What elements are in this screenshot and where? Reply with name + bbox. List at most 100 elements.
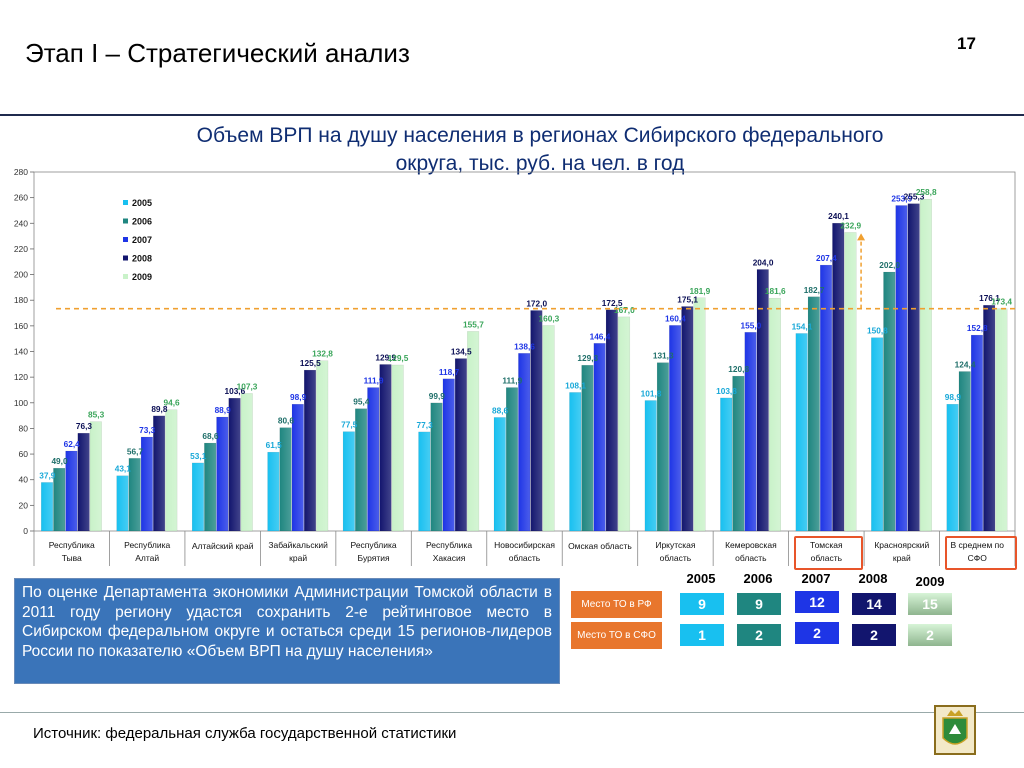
y-tick-label: 40 (19, 475, 29, 485)
category-label: СФО (968, 553, 988, 563)
bar-2005 (41, 482, 54, 532)
y-tick-label: 160 (14, 321, 28, 331)
value-label: 202,0 (879, 260, 900, 270)
value-label: 173,4 (991, 297, 1012, 307)
rank-year-2007: 2007 (801, 571, 831, 586)
bar-2006 (279, 427, 292, 532)
legend-label: 2005 (132, 198, 152, 208)
bar-2007 (442, 378, 455, 532)
category-label: Алтай (135, 553, 159, 563)
chart-title-line-1: Объем ВРП на душу населения в регионах С… (196, 124, 884, 147)
rank-rf-2006: 9 (737, 593, 781, 615)
legend-swatch-2007 (123, 237, 128, 242)
value-label: 172,5 (602, 298, 623, 308)
bar-2008 (379, 364, 392, 532)
value-label: 146,4 (590, 331, 611, 341)
category-label: Томская (810, 540, 843, 550)
bar-2005 (191, 462, 204, 532)
value-label: 258,8 (916, 187, 937, 197)
bar-2005 (342, 431, 355, 532)
slide-title: Этап I – Стратегический анализ (25, 38, 410, 68)
value-label: 111,9 (502, 376, 522, 386)
rank-rf-2005: 9 (680, 593, 724, 615)
bar-2007 (518, 353, 531, 532)
category-label: Бурятия (358, 553, 390, 563)
value-label: 118,7 (439, 367, 460, 377)
value-label: 108,1 (565, 380, 586, 390)
value-label: 103,8 (716, 386, 737, 396)
value-label: 101,8 (641, 388, 662, 398)
bar-2005 (946, 403, 959, 532)
bar-2007 (970, 334, 983, 532)
y-tick-label: 220 (14, 244, 28, 254)
bar-2005 (795, 333, 808, 532)
value-label: 95,4 (353, 397, 370, 407)
y-tick-label: 120 (14, 372, 28, 382)
forecast-text-box: По оценке Департамента экономики Админис… (14, 578, 560, 684)
value-label: 150,8 (867, 326, 888, 336)
value-label: 155,0 (741, 320, 762, 330)
value-label: 53,1 (190, 451, 207, 461)
bar-2009 (618, 316, 631, 532)
bar-2006 (355, 408, 368, 532)
category-label: Кемеровская (725, 540, 777, 550)
category-label: область (735, 553, 767, 563)
category-label: Иркутская (655, 540, 696, 550)
footer-divider (0, 712, 1024, 713)
y-tick-label: 100 (14, 398, 28, 408)
y-tick-label: 80 (19, 423, 29, 433)
value-label: 154,1 (792, 321, 813, 331)
bar-2005 (720, 397, 733, 532)
bar-2006 (732, 375, 745, 532)
value-label: 253,9 (891, 193, 912, 203)
value-label: 94,6 (164, 398, 181, 408)
value-label: 129,9 (375, 352, 396, 362)
legend-swatch-2009 (123, 274, 128, 279)
grp-bar-chart: 0 20 40 60 80 100 120 140 160 180 200 220 240 260 280 Р… (14, 167, 1016, 566)
tomsk-gap-arrow-head (857, 233, 866, 241)
category-label: Красноярский (874, 540, 929, 550)
rank-sfo-2006: 2 (737, 624, 781, 646)
y-tick-label: 60 (19, 449, 29, 459)
value-label: 175,1 (677, 294, 698, 304)
value-label: 131,3 (653, 351, 674, 361)
bar-2007 (140, 436, 153, 532)
category-label: Республика (124, 540, 170, 550)
rank-rf-2009: 15 (908, 593, 952, 615)
value-label: 80,6 (278, 416, 295, 426)
bar-2008 (983, 305, 996, 532)
bar-2006 (506, 387, 519, 532)
value-label: 56,7 (127, 446, 144, 456)
bar-2008 (454, 358, 467, 532)
value-label: 76,3 (76, 421, 93, 431)
y-tick-label: 180 (14, 295, 28, 305)
bar-2007 (669, 325, 682, 532)
rank-rf-2007: 12 (795, 591, 839, 613)
value-label: 49,0 (51, 456, 68, 466)
bar-2005 (116, 475, 129, 532)
bar-2009 (240, 393, 253, 532)
value-label: 240,1 (828, 211, 849, 221)
bar-2008 (228, 397, 241, 532)
legend-label: 2006 (132, 217, 152, 227)
bar-2005 (418, 431, 431, 532)
value-label: 152,8 (967, 323, 988, 333)
value-label: 167,0 (614, 305, 635, 315)
value-label: 77,5 (341, 420, 358, 430)
value-label: 73,3 (139, 425, 156, 435)
bar-2005 (644, 400, 657, 532)
value-label: 68,6 (202, 431, 219, 441)
bar-2009 (316, 360, 329, 532)
rank-sfo-2007: 2 (795, 622, 839, 644)
category-label: край (289, 553, 307, 563)
bar-2009 (693, 297, 706, 532)
legend-swatch-2005 (123, 200, 128, 205)
value-label: 172,0 (526, 298, 547, 308)
rank-sfo-2009: 2 (908, 624, 952, 646)
value-label: 88,9 (215, 405, 232, 415)
rank-year-2008: 2008 (858, 571, 888, 586)
value-label: 134,5 (451, 347, 472, 357)
bar-2006 (807, 296, 820, 532)
rank-sfo-label: Место ТО в СФО (571, 622, 662, 649)
category-label: область (660, 553, 692, 563)
